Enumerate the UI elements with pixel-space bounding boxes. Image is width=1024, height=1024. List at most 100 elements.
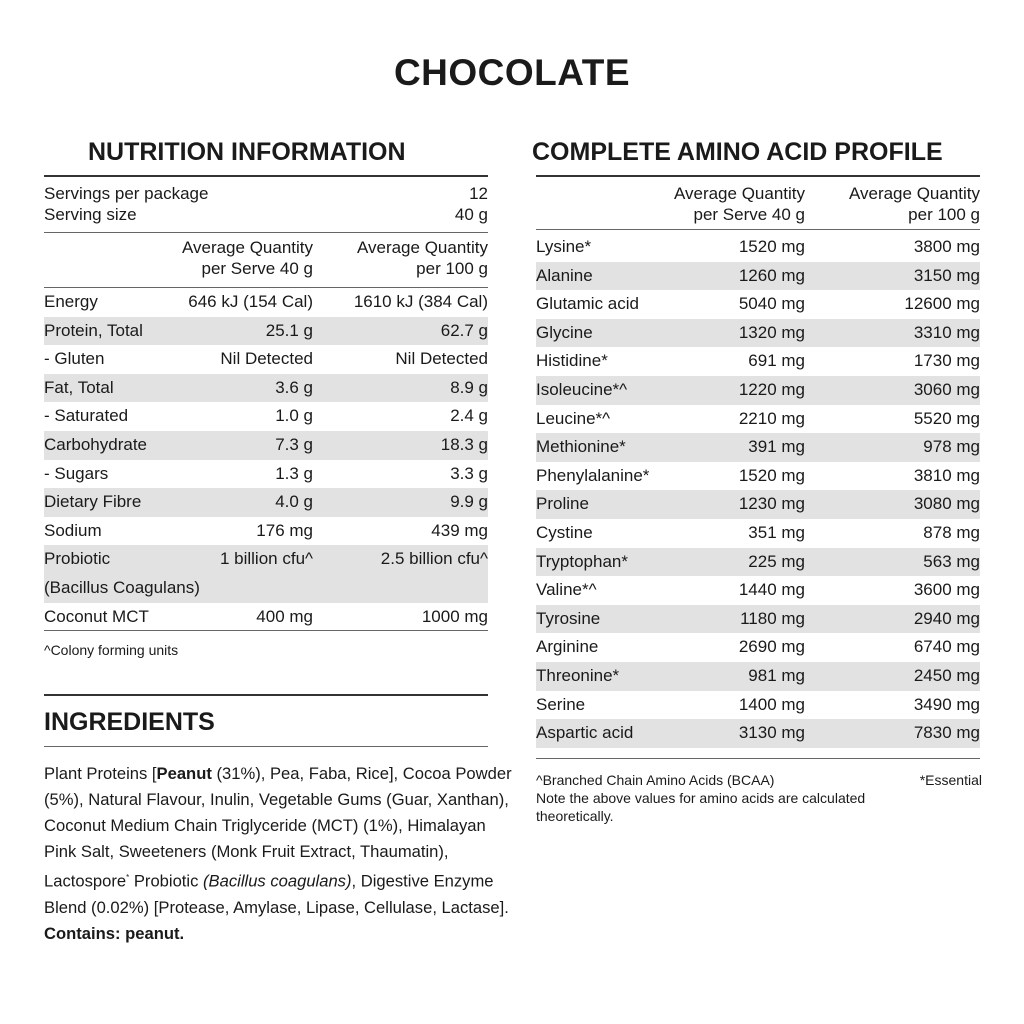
row-value-serve: 225 mg xyxy=(748,551,805,571)
table-row: Lysine* 1520 mg 3800 mg xyxy=(536,233,980,262)
allergen-statement: Contains: peanut. xyxy=(44,923,185,943)
row-label: Protein, Total xyxy=(44,320,143,340)
row-value-serve: 2210 mg xyxy=(738,408,805,428)
row-value-serve: 691 mg xyxy=(748,351,805,371)
row-value-serve: 176 mg xyxy=(256,520,313,540)
row-value-serve: 391 mg xyxy=(748,437,805,457)
table-row: Glutamic acid 5040 mg 12600 mg xyxy=(536,290,980,319)
col-header-line: per 100 g xyxy=(908,205,980,224)
ingredients-part: (Bacillus coagulans) xyxy=(203,871,352,891)
row-label: Serine xyxy=(536,694,586,714)
table-row: Probiotic (Bacillus Coagulans) 1 billion c… xyxy=(44,545,488,603)
row-value-serve: Nil Detected xyxy=(220,349,313,369)
row-value-serve: 351 mg xyxy=(748,523,805,542)
divider xyxy=(44,287,488,288)
divider xyxy=(44,232,488,233)
row-value-100g: 3490 mg xyxy=(913,694,980,714)
row-value-serve: 7.3 g xyxy=(275,435,313,454)
row-label-sub: (Bacillus Coagulans) xyxy=(44,577,200,597)
table-row: Valine*^ 1440 mg 3600 mg xyxy=(536,576,980,605)
row-value-100g: 3310 mg xyxy=(913,322,980,342)
row-value-serve: 3.6 g xyxy=(275,377,313,397)
ingredients-part: (31%), Pea, Faba, Rice], Cocoa Powder (5… xyxy=(44,764,512,891)
row-value-100g: 3080 mg xyxy=(913,494,980,514)
table-row: Threonine* 981 mg 2450 mg xyxy=(536,662,980,691)
bcaa-footnote: ^Branched Chain Amino Acids (BCAA) xyxy=(536,772,775,788)
table-row: Isoleucine*^ 1220 mg 3060 mg xyxy=(536,376,980,405)
table-row: Aspartic acid 3130 mg 7830 mg xyxy=(536,719,980,748)
col-header-100g: Average Quantity per 100 g xyxy=(357,237,488,279)
table-row: Carbohydrate 7.3 g 18.3 g xyxy=(44,431,488,460)
row-value-100g: 3.3 g xyxy=(450,463,488,483)
table-row: Alanine 1260 mg 3150 mg xyxy=(536,261,980,291)
row-value-100g: 3810 mg xyxy=(913,465,980,485)
row-label: Threonine* xyxy=(536,666,620,685)
amino-note: Note the above values for amino acids ar… xyxy=(536,790,866,806)
row-value-100g: 2450 mg xyxy=(913,666,980,685)
row-value-serve: 1.0 g xyxy=(275,406,313,426)
row-value-serve: 400 mg xyxy=(256,606,313,626)
col-header-serve: Average Quantity per Serve 40 g xyxy=(182,237,313,279)
col-header-line: per 100 g xyxy=(416,259,488,278)
essential-footnote: *Essential xyxy=(919,772,982,788)
divider xyxy=(536,175,980,177)
nutrition-heading: NUTRITION INFORMATION xyxy=(88,138,406,166)
row-label: Glycine xyxy=(536,322,593,342)
table-row: - Sugars 1.3 g 3.3 g xyxy=(44,460,488,489)
allergen-peanut: Peanut xyxy=(156,764,212,783)
col-header-line: Average Quantity xyxy=(356,238,488,257)
divider xyxy=(44,630,488,631)
nutrition-footnote: ^Colony forming units xyxy=(44,642,179,658)
row-value-100g: 978 mg xyxy=(923,437,980,457)
col-header-line: Average Quantity xyxy=(673,184,805,203)
row-label: Valine*^ xyxy=(536,580,597,600)
row-label: Sodium xyxy=(44,520,102,540)
table-row: Tyrosine 1180 mg 2940 mg xyxy=(536,604,980,634)
col-header-line: Average Quantity xyxy=(181,238,313,257)
row-label: Energy xyxy=(44,292,98,311)
row-value-100g: 2940 mg xyxy=(913,608,980,628)
row-label: Carbohydrate xyxy=(44,435,148,454)
amino-heading: COMPLETE AMINO ACID PROFILE xyxy=(532,138,943,166)
row-label: Alanine xyxy=(536,265,593,285)
row-value-100g: 2.4 g xyxy=(450,406,488,426)
row-value-100g: 7830 mg xyxy=(913,723,980,743)
page-title: CHOCOLATE xyxy=(393,52,631,93)
servings-value: 12 xyxy=(469,184,488,203)
row-value-100g: Nil Detected xyxy=(395,349,488,369)
row-value-100g: 1730 mg xyxy=(913,351,980,371)
ingredients-heading: INGREDIENTS xyxy=(44,708,215,736)
row-value-100g: 563 mg xyxy=(923,551,980,571)
col-header-line: per Serve 40 g xyxy=(201,259,313,278)
row-label: Tyrosine xyxy=(536,608,601,628)
row-value-serve: 1520 mg xyxy=(738,465,805,485)
col-header-100g: Average Quantity per 100 g xyxy=(849,183,980,225)
row-label: Cystine xyxy=(536,523,593,542)
row-value-serve: 1.3 g xyxy=(275,463,313,483)
row-value-100g: 8.9 g xyxy=(450,377,488,397)
ingredients-text: Plant Proteins [Peanut (31%), Pea, Faba,… xyxy=(44,761,514,947)
table-row: Serine 1400 mg 3490 mg xyxy=(536,691,980,720)
serving-size-label: Serving size xyxy=(44,205,137,224)
row-label: Leucine*^ xyxy=(536,408,611,428)
row-label: Lysine* xyxy=(536,237,592,256)
row-value-serve: 3130 mg xyxy=(738,723,805,743)
table-row: - Gluten Nil Detected Nil Detected xyxy=(44,345,488,374)
row-label: Methionine* xyxy=(536,437,626,457)
row-value-serve: 1230 mg xyxy=(738,494,805,514)
table-row: Coconut MCT 400 mg 1000 mg xyxy=(44,603,488,632)
row-value-100g: 3800 mg xyxy=(913,237,980,256)
table-row: Arginine 2690 mg 6740 mg xyxy=(536,633,980,662)
table-row: Sodium 176 mg 439 mg xyxy=(44,517,488,546)
row-value-serve: 4.0 g xyxy=(275,492,313,512)
row-value-100g: 12600 mg xyxy=(904,294,980,314)
row-value-serve: 1260 mg xyxy=(738,265,805,285)
row-label: Isoleucine*^ xyxy=(536,380,628,399)
servings-label: Servings per package xyxy=(44,184,209,203)
row-value-100g: 2.5 billion cfu^ xyxy=(380,549,488,569)
row-value-serve: 1520 mg xyxy=(738,237,805,256)
trademark-mark: * xyxy=(126,873,130,882)
table-row: Leucine*^ 2210 mg 5520 mg xyxy=(536,405,980,434)
row-label: - Saturated xyxy=(44,406,129,426)
row-value-serve: 1180 mg xyxy=(740,608,805,628)
